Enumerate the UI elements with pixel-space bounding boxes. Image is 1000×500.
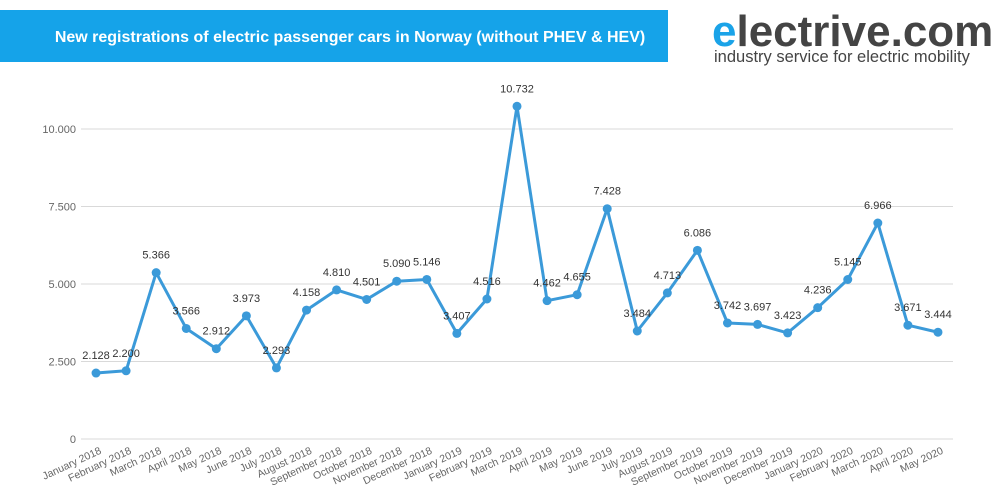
point bbox=[903, 320, 913, 330]
point bbox=[722, 318, 732, 328]
data-label: 3.423 bbox=[774, 310, 802, 322]
point bbox=[692, 245, 702, 255]
data-label: 5.366 bbox=[142, 250, 170, 262]
data-label: 4.713 bbox=[654, 270, 682, 282]
data-label: 2.912 bbox=[203, 326, 231, 338]
point bbox=[332, 285, 342, 295]
point bbox=[512, 101, 522, 111]
logo: electrive.com bbox=[712, 7, 993, 56]
data-label: 3.566 bbox=[172, 305, 200, 317]
point bbox=[602, 204, 612, 214]
point bbox=[151, 268, 161, 278]
data-label: 4.158 bbox=[293, 287, 321, 299]
y-tick-label: 10.000 bbox=[42, 124, 76, 136]
point bbox=[181, 323, 191, 333]
point bbox=[271, 363, 281, 373]
point bbox=[121, 366, 131, 376]
point bbox=[392, 276, 402, 286]
data-label: 2.293 bbox=[263, 345, 291, 357]
point bbox=[302, 305, 312, 315]
data-label: 3.973 bbox=[233, 293, 261, 305]
point bbox=[211, 344, 221, 354]
data-label: 4.655 bbox=[563, 272, 591, 284]
data-label: 4.236 bbox=[804, 285, 832, 297]
data-label: 5.146 bbox=[413, 256, 441, 268]
y-tick-label: 2.500 bbox=[48, 357, 76, 369]
data-label: 4.516 bbox=[473, 276, 501, 288]
data-label: 6.966 bbox=[864, 200, 892, 212]
point bbox=[873, 218, 883, 228]
data-label: 3.407 bbox=[443, 310, 471, 322]
point bbox=[753, 319, 763, 329]
tagline: industry service for electric mobility bbox=[714, 48, 971, 66]
data-label: 2.200 bbox=[112, 348, 140, 360]
point bbox=[91, 368, 101, 378]
point bbox=[843, 275, 853, 285]
point bbox=[783, 328, 793, 338]
chart-title: New registrations of electric passenger … bbox=[55, 29, 645, 46]
data-label: 4.810 bbox=[323, 267, 351, 279]
data-label: 3.444 bbox=[924, 309, 952, 321]
point bbox=[482, 294, 492, 304]
point bbox=[422, 274, 432, 284]
y-tick-label: 5.000 bbox=[48, 279, 76, 291]
data-label: 10.732 bbox=[500, 83, 534, 95]
logo-initial: e bbox=[712, 7, 736, 56]
title-banner bbox=[0, 10, 668, 62]
data-label: 5.090 bbox=[383, 258, 411, 270]
point bbox=[542, 296, 552, 306]
point bbox=[572, 290, 582, 300]
point bbox=[362, 294, 372, 304]
point bbox=[933, 327, 943, 337]
data-label: 7.428 bbox=[593, 186, 621, 198]
data-label: 5.145 bbox=[834, 257, 862, 269]
data-label: 4.462 bbox=[533, 278, 561, 290]
point bbox=[813, 303, 823, 313]
y-tick-label: 7.500 bbox=[48, 202, 76, 214]
point bbox=[632, 326, 642, 336]
y-tick-label: 0 bbox=[70, 434, 76, 446]
data-label: 2.128 bbox=[82, 350, 110, 362]
data-label: 4.501 bbox=[353, 276, 381, 288]
data-label: 3.742 bbox=[714, 300, 742, 312]
point bbox=[241, 311, 251, 321]
data-label: 6.086 bbox=[684, 227, 712, 239]
data-label: 3.484 bbox=[624, 308, 652, 320]
data-label: 3.671 bbox=[894, 302, 922, 314]
point bbox=[662, 288, 672, 298]
point bbox=[452, 328, 462, 338]
data-label: 3.697 bbox=[744, 301, 772, 313]
logo-rest: lectrive.com bbox=[736, 7, 993, 56]
